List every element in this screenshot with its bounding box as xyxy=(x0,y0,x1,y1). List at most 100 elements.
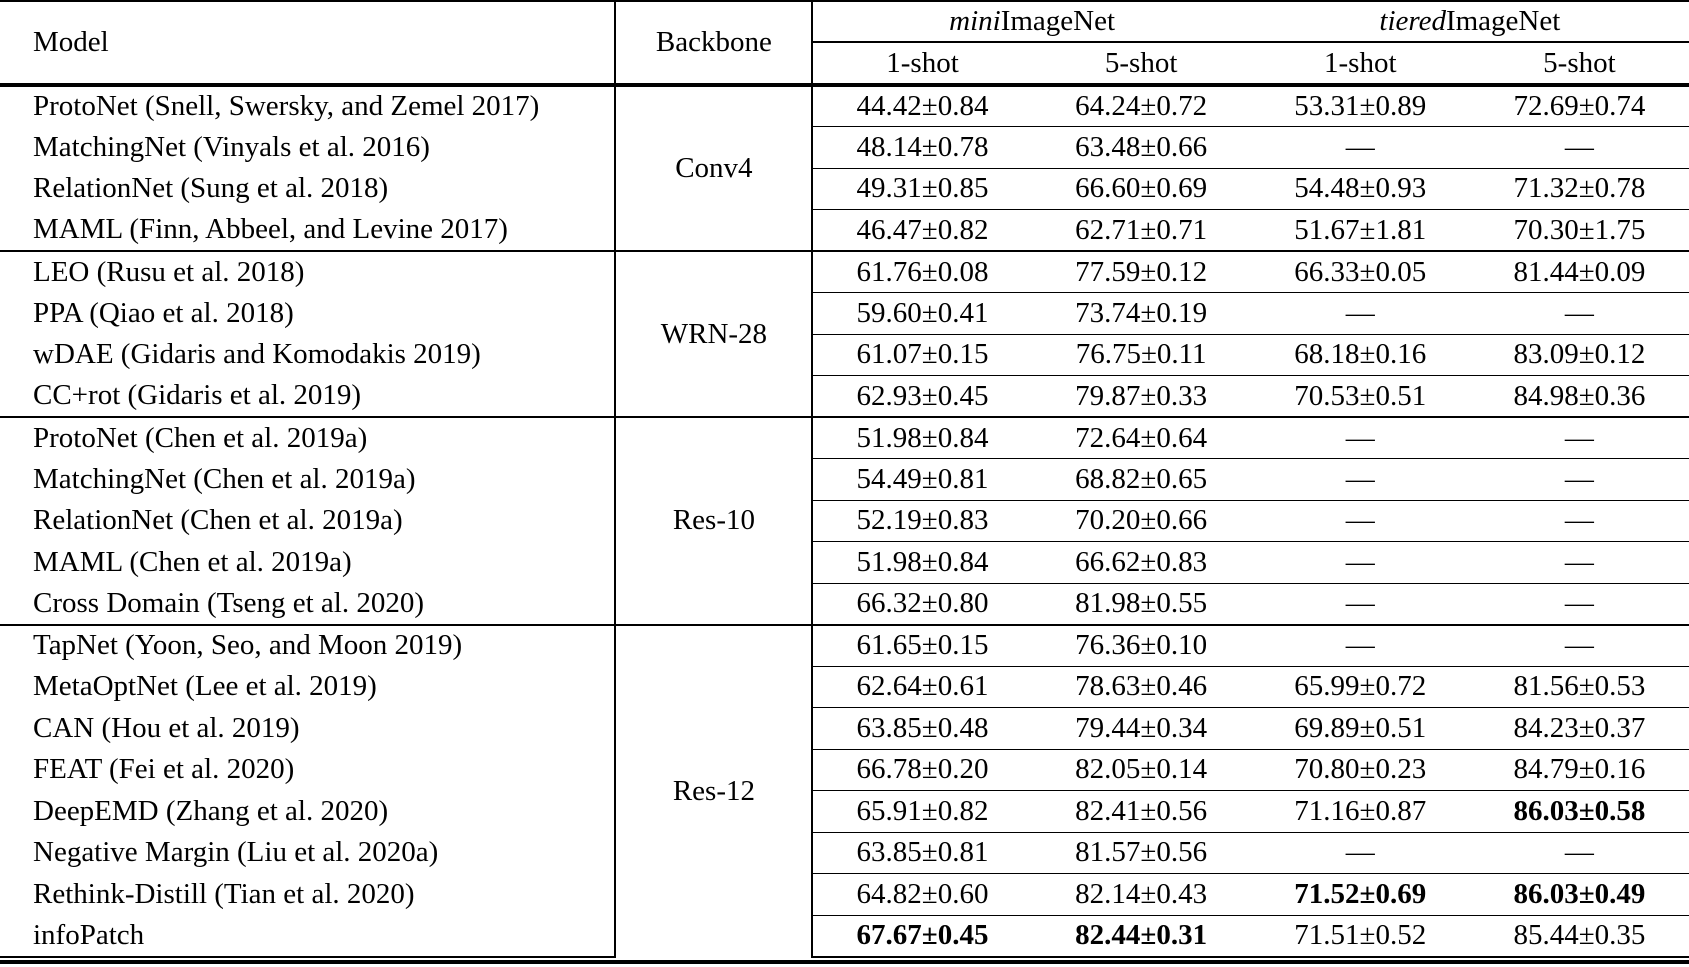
table-row: MAML (Chen et al. 2019a) 51.98±0.84 66.62±… xyxy=(0,541,1689,583)
accuracy-value-cell: 72.64±0.64 xyxy=(1031,416,1251,459)
accuracy-value-cell: 76.36±0.10 xyxy=(1031,623,1251,666)
accuracy-value-cell: 66.33±0.05 xyxy=(1250,250,1470,293)
model-name-cell: RelationNet (Chen et al. 2019a) xyxy=(0,500,617,542)
accuracy-value-cell: 83.09±0.12 xyxy=(1469,333,1689,376)
accuracy-value-cell: 61.76±0.08 xyxy=(812,250,1032,293)
table-body: ProtoNet (Snell, Swersky, and Zemel 2017… xyxy=(0,84,1689,958)
model-name-cell: FEAT (Fei et al. 2020) xyxy=(0,749,617,791)
table-row: wDAE (Gidaris and Komodakis 2019) 61.07±0… xyxy=(0,333,1689,376)
accuracy-value-cell: 64.82±0.60 xyxy=(812,873,1032,915)
accuracy-value-cell: — xyxy=(1250,831,1470,874)
header-row-shots: 1-shot 5-shot 1-shot 5-shot xyxy=(0,42,1689,87)
table-row: RelationNet (Chen et al. 2019a) 52.19±0.8… xyxy=(0,499,1689,542)
accuracy-value-cell: — xyxy=(1250,416,1470,459)
table-header: Model Backbone miniImageNet tieredImageN… xyxy=(0,0,1689,87)
accuracy-value-cell: — xyxy=(1469,458,1689,500)
group-header-mini-rest: ImageNet xyxy=(1000,5,1116,37)
accuracy-value-cell: 71.32±0.78 xyxy=(1469,167,1689,210)
accuracy-value-cell: 49.31±0.85 xyxy=(812,167,1032,210)
accuracy-value-cell: 77.59±0.12 xyxy=(1031,250,1251,293)
accuracy-value-cell: 66.60±0.69 xyxy=(1031,167,1251,210)
accuracy-value-cell: 51.98±0.84 xyxy=(812,416,1032,459)
accuracy-value-cell: 71.51±0.52 xyxy=(1250,914,1470,958)
accuracy-value-cell: 82.44±0.31 xyxy=(1031,914,1251,958)
model-name-cell: wDAE (Gidaris and Komodakis 2019) xyxy=(0,334,617,376)
accuracy-value-cell: 84.79±0.16 xyxy=(1469,748,1689,791)
model-name-cell: PPA (Qiao et al. 2018) xyxy=(0,292,617,334)
accuracy-value-cell: 51.67±1.81 xyxy=(1250,209,1470,251)
model-name-cell: LEO (Rusu et al. 2018) xyxy=(0,250,617,293)
col-header-tiered-1shot: 1-shot xyxy=(1250,42,1470,87)
table-row: CAN (Hou et al. 2019) 63.85±0.48 79.44±0.3… xyxy=(0,707,1689,749)
table-row: MatchingNet (Chen et al. 2019a) 54.49±0.8… xyxy=(0,458,1689,500)
col-header-mini-1shot: 1-shot xyxy=(812,42,1032,87)
accuracy-value-cell: 51.98±0.84 xyxy=(812,541,1032,583)
accuracy-value-cell: 82.41±0.56 xyxy=(1031,790,1251,832)
accuracy-value-cell: 81.56±0.53 xyxy=(1469,665,1689,708)
accuracy-value-cell: 76.75±0.11 xyxy=(1031,333,1251,376)
accuracy-value-cell: 70.20±0.66 xyxy=(1031,499,1251,542)
table-row: Rethink-Distill (Tian et al. 2020) 64.82±… xyxy=(0,873,1689,915)
group-header-mini-italic: mini xyxy=(949,5,1001,37)
table-row: CC+rot (Gidaris et al. 2019) 62.93±0.45 79… xyxy=(0,375,1689,417)
accuracy-value-cell: 73.74±0.19 xyxy=(1031,292,1251,334)
accuracy-value-cell: 81.44±0.09 xyxy=(1469,250,1689,293)
accuracy-value-cell: — xyxy=(1469,582,1689,625)
accuracy-value-cell: 54.49±0.81 xyxy=(812,458,1032,500)
table-row: MatchingNet (Vinyals et al. 2016) 48.14±0… xyxy=(0,126,1689,168)
table-row: MAML (Finn, Abbeel, and Levine 2017) 46.4… xyxy=(0,209,1689,251)
accuracy-value-cell: — xyxy=(1469,499,1689,542)
model-name-cell: ProtoNet (Chen et al. 2019a) xyxy=(0,416,617,459)
header-row-groups: Model Backbone miniImageNet tieredImageN… xyxy=(0,0,1689,87)
accuracy-value-cell: — xyxy=(1250,623,1470,666)
group-header-tiered-italic: tiered xyxy=(1379,5,1446,37)
table-bottom-rule xyxy=(0,960,1689,964)
table-row: LEO (Rusu et al. 2018) WRN-28 61.76±0.08 77… xyxy=(0,250,1689,417)
accuracy-value-cell: 65.91±0.82 xyxy=(812,790,1032,832)
table-row: Cross Domain (Tseng et al. 2020) 66.32±0.… xyxy=(0,582,1689,625)
accuracy-value-cell: 48.14±0.78 xyxy=(812,126,1032,168)
model-name-cell: DeepEMD (Zhang et al. 2020) xyxy=(0,790,617,832)
table-row: FEAT (Fei et al. 2020) 66.78±0.20 82.05±0.… xyxy=(0,748,1689,791)
col-header-mini-5shot: 5-shot xyxy=(1031,42,1251,87)
table-row: MetaOptNet (Lee et al. 2019) 62.64±0.61 78… xyxy=(0,665,1689,708)
model-name-cell: MatchingNet (Chen et al. 2019a) xyxy=(0,458,617,500)
accuracy-value-cell: 61.07±0.15 xyxy=(812,333,1032,376)
backbone-cell: Res-12 xyxy=(615,623,814,957)
accuracy-value-cell: 65.99±0.72 xyxy=(1250,665,1470,708)
col-header-model: Model xyxy=(0,0,617,87)
accuracy-value-cell: 63.85±0.81 xyxy=(812,831,1032,874)
accuracy-value-cell: 86.03±0.58 xyxy=(1469,790,1689,832)
accuracy-value-cell: 54.48±0.93 xyxy=(1250,167,1470,210)
model-name-cell: MAML (Chen et al. 2019a) xyxy=(0,541,617,583)
accuracy-value-cell: 61.65±0.15 xyxy=(812,623,1032,666)
accuracy-value-cell: 69.89±0.51 xyxy=(1250,707,1470,749)
table-row: ProtoNet (Snell, Swersky, and Zemel 2017… xyxy=(0,84,1689,251)
accuracy-value-cell: 46.47±0.82 xyxy=(812,209,1032,251)
backbone-cell: Res-10 xyxy=(615,416,814,625)
model-name-cell: Rethink-Distill (Tian et al. 2020) xyxy=(0,873,617,915)
model-name-cell: Cross Domain (Tseng et al. 2020) xyxy=(0,583,617,625)
group-header-tiered-imagenet: tieredImageNet xyxy=(1250,0,1689,43)
model-name-cell: Negative Margin (Liu et al. 2020a) xyxy=(0,832,617,874)
model-name-cell: MetaOptNet (Lee et al. 2019) xyxy=(0,666,617,708)
group-header-tiered-rest: ImageNet xyxy=(1445,5,1561,37)
accuracy-value-cell: — xyxy=(1250,499,1470,542)
accuracy-value-cell: — xyxy=(1469,126,1689,168)
accuracy-value-cell: 81.57±0.56 xyxy=(1031,831,1251,874)
accuracy-value-cell: — xyxy=(1250,458,1470,500)
table-row: PPA (Qiao et al. 2018) 59.60±0.41 73.74±0.… xyxy=(0,292,1689,334)
accuracy-value-cell: 63.48±0.66 xyxy=(1031,126,1251,168)
accuracy-value-cell: 81.98±0.55 xyxy=(1031,582,1251,625)
accuracy-value-cell: — xyxy=(1469,416,1689,459)
accuracy-value-cell: 84.98±0.36 xyxy=(1469,375,1689,417)
accuracy-value-cell: 70.53±0.51 xyxy=(1250,375,1470,417)
accuracy-value-cell: — xyxy=(1250,126,1470,168)
model-name-cell: infoPatch xyxy=(0,915,617,958)
model-name-cell: RelationNet (Sung et al. 2018) xyxy=(0,168,617,210)
model-name-cell: TapNet (Yoon, Seo, and Moon 2019) xyxy=(0,623,617,666)
accuracy-value-cell: — xyxy=(1250,292,1470,334)
accuracy-value-cell: — xyxy=(1250,582,1470,625)
